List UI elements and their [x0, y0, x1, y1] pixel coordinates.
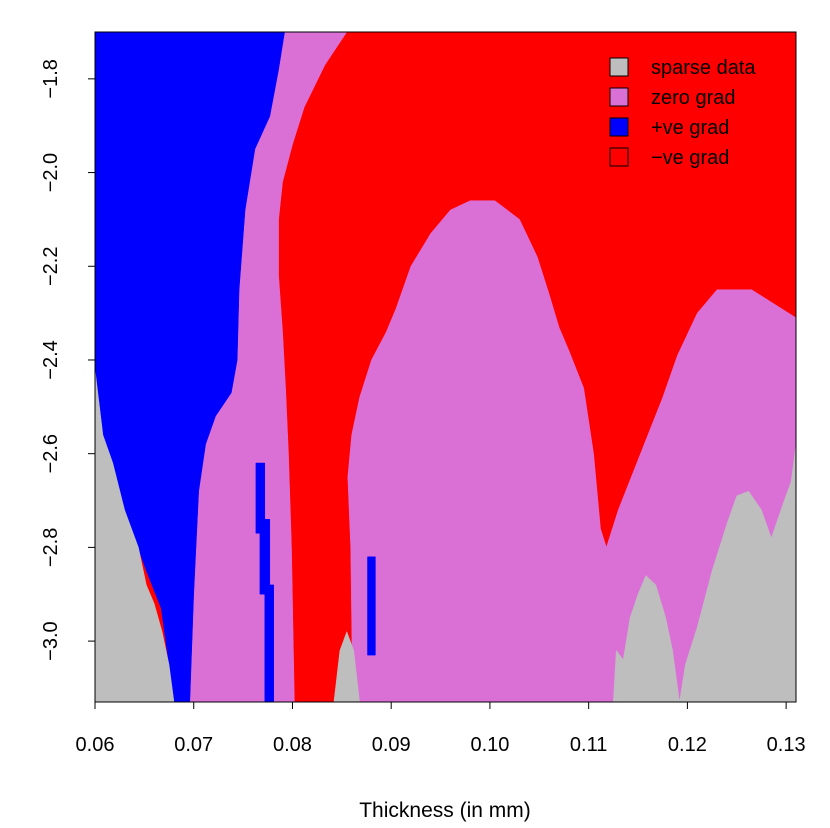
legend-swatch: [609, 147, 629, 167]
y-tick-label: −2.8: [40, 528, 62, 567]
x-tick-label: 0.13: [767, 734, 806, 756]
region--ve-grad: [367, 556, 376, 656]
x-tick-label: 0.12: [668, 734, 707, 756]
x-tick-label: 0.10: [470, 734, 509, 756]
region--ve-grad: [255, 462, 274, 702]
legend-label: zero grad: [651, 87, 736, 109]
region-sparse-data: [679, 444, 796, 702]
region-layer: [95, 32, 796, 702]
x-tick-label: 0.06: [76, 734, 115, 756]
y-axis: −1.8 −2.0 −2.2 −2.4 −2.6 −2.8 −3.0: [40, 59, 96, 661]
x-axis: 0.06 0.07 0.08 0.09 0.10 0.11 0.12 0.13: [76, 701, 806, 756]
region-sparse-data: [613, 575, 680, 702]
y-tick-label: −3.0: [40, 621, 62, 660]
x-tick-label: 0.08: [273, 734, 312, 756]
legend-swatch: [609, 87, 629, 107]
y-tick-label: −1.8: [40, 59, 62, 98]
x-tick-label: 0.07: [174, 734, 213, 756]
x-tick-label: 0.09: [372, 734, 411, 756]
y-tick-label: −2.0: [40, 153, 62, 192]
y-tick-label: −2.6: [40, 434, 62, 473]
legend-label: sparse data: [651, 57, 756, 79]
legend-label: +ve grad: [651, 117, 729, 139]
legend-label: −ve grad: [651, 147, 729, 169]
x-tick-label: 0.11: [570, 734, 607, 756]
region-sparse-data: [333, 630, 360, 702]
region-zero-grad: [347, 200, 796, 702]
y-tick-label: −2.4: [40, 340, 62, 379]
legend-swatch: [609, 57, 629, 77]
legend: sparse data zero grad +ve grad −ve grad: [609, 57, 756, 169]
legend-swatch: [609, 117, 629, 137]
y-tick-label: −2.2: [40, 247, 62, 286]
region-sparse-data: [95, 369, 175, 702]
x-axis-label: Thickness (in mm): [359, 799, 531, 822]
